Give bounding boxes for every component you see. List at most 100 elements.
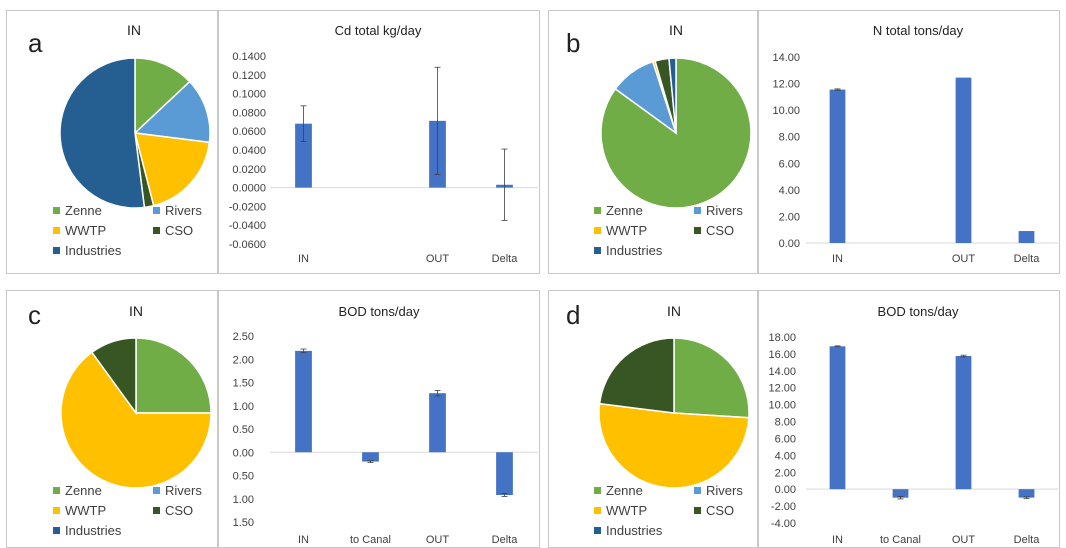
legend-swatch-c-zenne bbox=[53, 487, 60, 494]
x-tick-label-a: OUT bbox=[426, 253, 450, 265]
y-tick-label-a: 0.0200 bbox=[232, 164, 266, 176]
legend-swatch-b-rivers bbox=[694, 207, 701, 214]
legend-swatch-d-zenne bbox=[594, 487, 601, 494]
legend-swatch-a-industries bbox=[53, 247, 60, 254]
pie-slice-b-industries bbox=[668, 57, 677, 134]
pie-slice-a-wwtp bbox=[133, 132, 211, 207]
legend-label-b-zenne: Zenne bbox=[606, 203, 643, 218]
pie-title-d: IN bbox=[667, 303, 681, 319]
legend-label-b-rivers: Rivers bbox=[706, 203, 743, 218]
bar-title-d: BOD tons/day bbox=[878, 304, 959, 319]
legend-label-b-wwtp: WWTP bbox=[606, 223, 647, 238]
panel-letter-a: a bbox=[28, 28, 43, 58]
y-tick-label-a: 0.0800 bbox=[232, 107, 266, 119]
x-tick-label-a: Delta bbox=[492, 253, 519, 265]
panel-b-bar-frame bbox=[758, 10, 1060, 274]
x-tick-label-a: IN bbox=[298, 253, 309, 265]
legend-label-c-zenne: Zenne bbox=[65, 483, 102, 498]
bar-b-out bbox=[955, 77, 972, 243]
x-tick-label-c: Delta bbox=[492, 534, 519, 546]
y-tick-label-a: -0.0400 bbox=[229, 220, 266, 232]
y-tick-label-c: 1.00 bbox=[233, 494, 254, 506]
legend-label-d-zenne: Zenne bbox=[606, 483, 643, 498]
pie-slice-a-zenne bbox=[134, 57, 191, 135]
pie-slice-d-wwtp bbox=[598, 402, 750, 489]
y-tick-label-d: 0.00 bbox=[775, 484, 796, 496]
legend-swatch-d-wwtp bbox=[594, 507, 601, 514]
legend-label-d-wwtp: WWTP bbox=[606, 503, 647, 518]
y-tick-label-a: 0.0000 bbox=[232, 183, 266, 195]
y-tick-label-a: 0.1000 bbox=[232, 89, 266, 101]
y-tick-label-a: 0.1200 bbox=[232, 70, 266, 82]
legend-swatch-c-industries bbox=[53, 527, 60, 534]
pie-slice-d-cso bbox=[598, 337, 675, 414]
y-tick-label-d: -2.00 bbox=[771, 501, 796, 513]
y-tick-label-b: 14.00 bbox=[772, 52, 800, 64]
panel-letter-b: b bbox=[566, 28, 581, 58]
bar-title-a: Cd total kg/day bbox=[335, 23, 422, 38]
bar-title-b: N total tons/day bbox=[873, 23, 964, 38]
panel-letter-d: d bbox=[566, 300, 581, 330]
y-tick-label-c: 2.00 bbox=[233, 354, 254, 366]
x-tick-label-c: OUT bbox=[426, 534, 450, 546]
legend-label-a-wwtp: WWTP bbox=[65, 223, 106, 238]
pie-slice-a-rivers bbox=[133, 80, 211, 144]
y-tick-label-c: 1.50 bbox=[233, 517, 254, 529]
pie-slice-c-cso bbox=[90, 337, 137, 416]
y-tick-label-d: 16.00 bbox=[768, 349, 796, 361]
y-tick-label-c: 0.00 bbox=[233, 447, 254, 459]
legend-swatch-a-rivers bbox=[153, 207, 160, 214]
legend-label-a-industries: Industries bbox=[65, 243, 122, 258]
y-tick-label-b: 10.00 bbox=[772, 105, 800, 117]
y-tick-label-d: 14.00 bbox=[768, 366, 796, 378]
legend-swatch-a-wwtp bbox=[53, 227, 60, 234]
y-tick-label-a: -0.0600 bbox=[229, 239, 266, 251]
legend-swatch-d-rivers bbox=[694, 487, 701, 494]
y-tick-label-d: 2.00 bbox=[775, 467, 796, 479]
bar-d-out bbox=[955, 356, 972, 490]
panel-a-bar-frame bbox=[218, 10, 540, 274]
legend-label-c-wwtp: WWTP bbox=[65, 503, 106, 518]
y-tick-label-a: 0.1400 bbox=[232, 51, 266, 63]
y-tick-label-b: 2.00 bbox=[779, 211, 800, 223]
y-tick-label-b: 8.00 bbox=[779, 132, 800, 144]
bar-c-out bbox=[429, 393, 446, 453]
x-tick-label-d: Delta bbox=[1014, 534, 1041, 546]
y-tick-label-c: 2.50 bbox=[233, 331, 254, 343]
legend-label-c-rivers: Rivers bbox=[165, 483, 202, 498]
y-tick-label-b: 12.00 bbox=[772, 79, 800, 91]
y-tick-label-c: 0.50 bbox=[233, 424, 254, 436]
pie-title-b: IN bbox=[669, 22, 683, 38]
x-tick-label-d: to Canal bbox=[880, 534, 921, 546]
y-tick-label-c: 0.50 bbox=[233, 471, 254, 483]
bar-b-delta bbox=[1018, 231, 1035, 243]
bar-d-to-canal bbox=[892, 489, 909, 498]
bar-c-to-canal bbox=[362, 452, 379, 462]
y-tick-label-d: -4.00 bbox=[771, 518, 796, 530]
legend-swatch-b-zenne bbox=[594, 207, 601, 214]
legend-label-b-cso: CSO bbox=[706, 223, 734, 238]
pie-title-c: IN bbox=[129, 303, 143, 319]
x-tick-label-c: IN bbox=[298, 534, 309, 546]
legend-label-a-zenne: Zenne bbox=[65, 203, 102, 218]
x-tick-label-b: Delta bbox=[1014, 253, 1041, 265]
legend-label-d-industries: Industries bbox=[606, 523, 663, 538]
legend-swatch-c-wwtp bbox=[53, 507, 60, 514]
panel-d-bar-frame bbox=[758, 290, 1060, 548]
bar-d-in bbox=[829, 346, 846, 490]
bar-b-in bbox=[829, 89, 846, 243]
y-tick-label-d: 8.00 bbox=[775, 417, 796, 429]
y-tick-label-b: 0.00 bbox=[779, 238, 800, 250]
y-tick-label-b: 4.00 bbox=[779, 185, 800, 197]
pie-slice-a-industries bbox=[59, 57, 146, 209]
legend-swatch-a-cso bbox=[153, 227, 160, 234]
pie-title-a: IN bbox=[127, 22, 141, 38]
legend-swatch-b-industries bbox=[594, 247, 601, 254]
legend-swatch-b-wwtp bbox=[594, 227, 601, 234]
pie-slice-d-zenne bbox=[673, 337, 750, 419]
legend-label-c-industries: Industries bbox=[65, 523, 122, 538]
y-tick-label-a: 0.0600 bbox=[232, 126, 266, 138]
y-tick-label-b: 6.00 bbox=[779, 158, 800, 170]
y-tick-label-a: 0.0400 bbox=[232, 145, 266, 157]
